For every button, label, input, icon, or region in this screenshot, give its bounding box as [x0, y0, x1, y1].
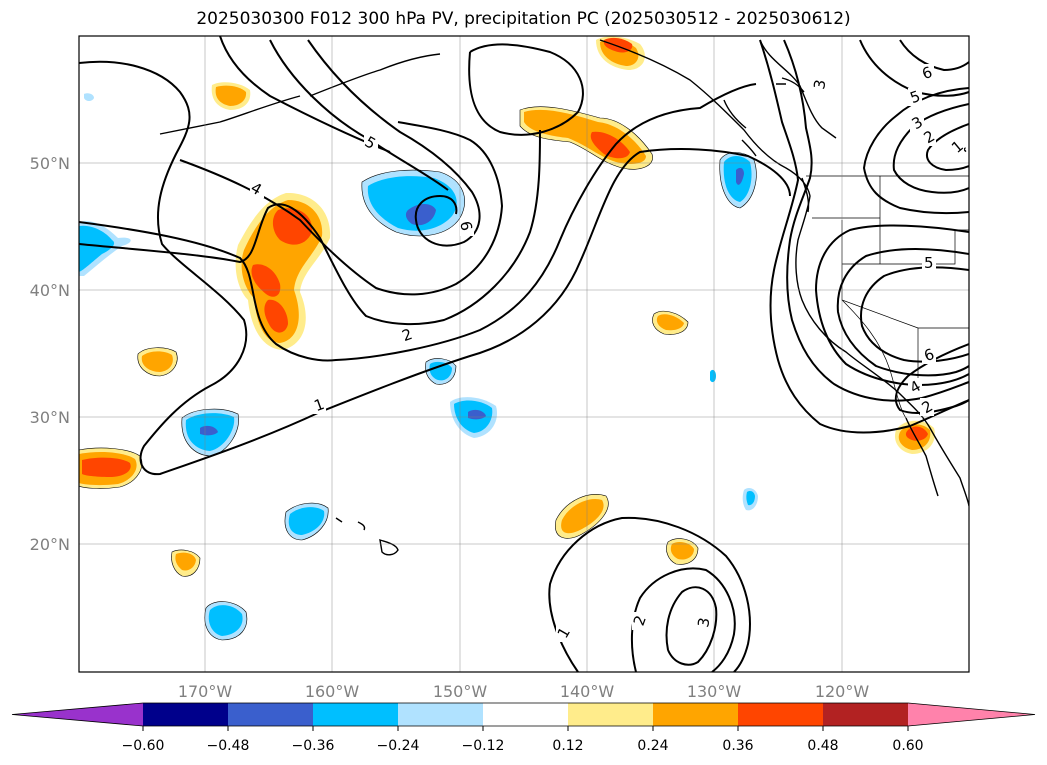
- pv-contour-14: [926, 123, 969, 172]
- colorbar-segment: [653, 703, 738, 726]
- pv-contour-10: [759, 39, 969, 434]
- lat-label: 20°N: [30, 535, 70, 554]
- positive-anomaly-fill: [79, 36, 935, 577]
- pv-contour-2: [79, 83, 757, 362]
- coastlines: [159, 39, 969, 556]
- colorbar: −0.60 −0.48 −0.36 −0.24 −0.12 0.12 0.24 0.36 0.4…: [11, 702, 1036, 754]
- pv-contour-1: [79, 60, 791, 476]
- colorbar-tick-label: 0.36: [722, 738, 753, 754]
- latitude-labels: 50°N 40°N 30°N 20°N: [30, 154, 70, 554]
- pv-contour-8: [468, 43, 584, 136]
- pv-contour-labels: 1 2 4 5 6 1 2 3 6 5 3 2 4 5: [248, 63, 969, 642]
- colorbar-tick-label: −0.24: [377, 738, 420, 754]
- pv-contour-4: [79, 129, 541, 326]
- pv-contour-11: [783, 39, 969, 402]
- colorbar-tick-label: 0.24: [637, 738, 668, 754]
- lat-label: 40°N: [30, 281, 70, 300]
- colorbar-tick-label: −0.60: [122, 738, 165, 754]
- graticule: [79, 36, 969, 672]
- colorbar-segment: [823, 703, 908, 726]
- lat-label: 30°N: [30, 408, 70, 427]
- pv-contour-5: [179, 121, 504, 296]
- pv-contour-18: [836, 248, 969, 377]
- pv-label: 3: [694, 616, 713, 629]
- colorbar-tick-label: −0.48: [207, 738, 250, 754]
- lat-label: 50°N: [30, 154, 70, 173]
- colorbar-segment: [143, 703, 228, 726]
- colorbar-tick-label: −0.12: [462, 738, 505, 754]
- map-area: 1 2 4 5 6 1 2 3 6 5 3 2 4 5: [79, 36, 969, 672]
- colorbar-segment: [313, 703, 398, 726]
- pv-label: 3: [810, 78, 829, 91]
- map-title: 2025030300 F012 300 hPa PV, precipitatio…: [196, 9, 851, 29]
- pv-label: 6: [456, 220, 475, 233]
- lon-label: 150°W: [433, 682, 488, 701]
- colorbar-segment: [483, 703, 568, 726]
- colorbar-segment: [568, 703, 653, 726]
- lon-label: 140°W: [560, 682, 615, 701]
- pv-contour-17: [814, 224, 969, 386]
- lon-label: 120°W: [815, 682, 870, 701]
- pv-contour-9: [219, 36, 391, 153]
- pv-contour-13: [892, 103, 969, 194]
- colorbar-segment: [398, 703, 483, 726]
- map-frame: [78, 35, 970, 673]
- colorbar-segment: [228, 703, 313, 726]
- lon-label: 130°W: [687, 682, 742, 701]
- colorbar-segment: [738, 703, 823, 726]
- anomaly-outlines: [79, 106, 757, 641]
- lon-label: 170°W: [178, 682, 233, 701]
- colorbar-tick-label: −0.36: [292, 738, 335, 754]
- colorbar-extend-high: [908, 703, 1035, 726]
- pv-contour-23: [665, 586, 718, 666]
- colorbar-extend-low: [12, 703, 143, 726]
- colorbar-tick-label: 0.12: [552, 738, 583, 754]
- pv-contour-21: [548, 516, 751, 672]
- longitude-labels: 170°W 160°W 150°W 140°W 130°W 120°W: [178, 682, 870, 701]
- lon-label: 160°W: [305, 682, 360, 701]
- pv-label: 5: [924, 254, 934, 272]
- colorbar-tick-label: 0.48: [807, 738, 838, 754]
- pv-contour-16: [899, 39, 969, 72]
- colorbar-tick-label: 0.60: [892, 738, 923, 754]
